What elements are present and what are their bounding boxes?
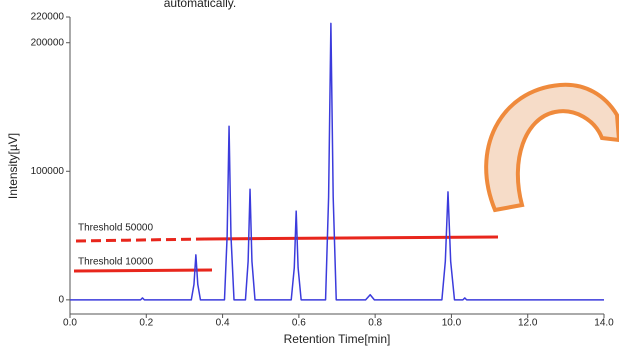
- y-tick-label: 220000: [31, 12, 65, 23]
- x-tick-label: 0.0: [63, 318, 77, 329]
- x-axis-label: Retention Time[min]: [284, 332, 391, 346]
- x-tick-label: 0.8: [368, 318, 382, 329]
- y-tick-label: 100000: [31, 166, 65, 177]
- x-tick-label: 0.4: [216, 318, 230, 329]
- x-tick-label: 12.0: [518, 318, 538, 329]
- y-tick-label: 0: [58, 294, 64, 305]
- threshold-line: [73, 268, 213, 273]
- x-tick-label: 10.0: [442, 318, 462, 329]
- x-tick-label: 0.2: [139, 318, 153, 329]
- curved-arrow: [484, 82, 619, 213]
- trace: [70, 22, 604, 301]
- annotation: Threshold 10000: [78, 257, 153, 268]
- x-tick-label: 0.6: [292, 318, 306, 329]
- caption: automatically.: [164, 0, 236, 10]
- x-tick-label: 14.0: [594, 318, 614, 329]
- y-axis-label: Intensity[µV]: [6, 133, 20, 199]
- annotation: Threshold 50000: [78, 223, 153, 234]
- threshold-line: [75, 237, 206, 243]
- y-tick-label: 200000: [31, 37, 65, 48]
